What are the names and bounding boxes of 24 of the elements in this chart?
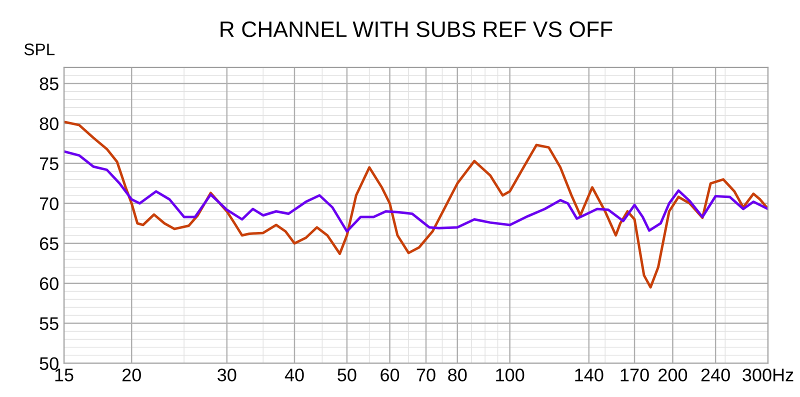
x-tick-label: 30 bbox=[218, 368, 236, 382]
y-tick-label: 60 bbox=[40, 277, 58, 290]
x-tick-label: 40 bbox=[284, 368, 304, 382]
y-tick-label: 75 bbox=[40, 158, 58, 170]
y-tick-label: 80 bbox=[40, 117, 58, 130]
x-tick-label: 15 bbox=[55, 368, 74, 382]
y-tick-label: 50 bbox=[40, 357, 58, 370]
x-tick-label: 80 bbox=[448, 368, 467, 382]
x-tick-label: 200 bbox=[658, 368, 688, 382]
x-tick-label: 20 bbox=[122, 368, 141, 382]
x-tick-label: 300Hz bbox=[742, 368, 794, 382]
x-tick-label: 50 bbox=[338, 368, 356, 382]
y-tick-label: 55 bbox=[40, 317, 58, 330]
x-tick-label: 140 bbox=[575, 368, 604, 382]
x-tick-label: 170 bbox=[620, 368, 649, 382]
y-tick-label: 85 bbox=[40, 77, 58, 90]
y-axis-title: SPL bbox=[24, 44, 55, 56]
x-tick-label: 60 bbox=[380, 368, 400, 382]
y-tick-label: 70 bbox=[40, 197, 58, 210]
y-tick-label: 65 bbox=[40, 237, 58, 250]
x-tick-label: 100 bbox=[496, 368, 524, 382]
x-tick-label: 70 bbox=[416, 368, 436, 382]
x-tick-label: 240 bbox=[701, 368, 730, 382]
chart-title: R CHANNEL WITH SUBS REF VS OFF bbox=[220, 21, 612, 38]
